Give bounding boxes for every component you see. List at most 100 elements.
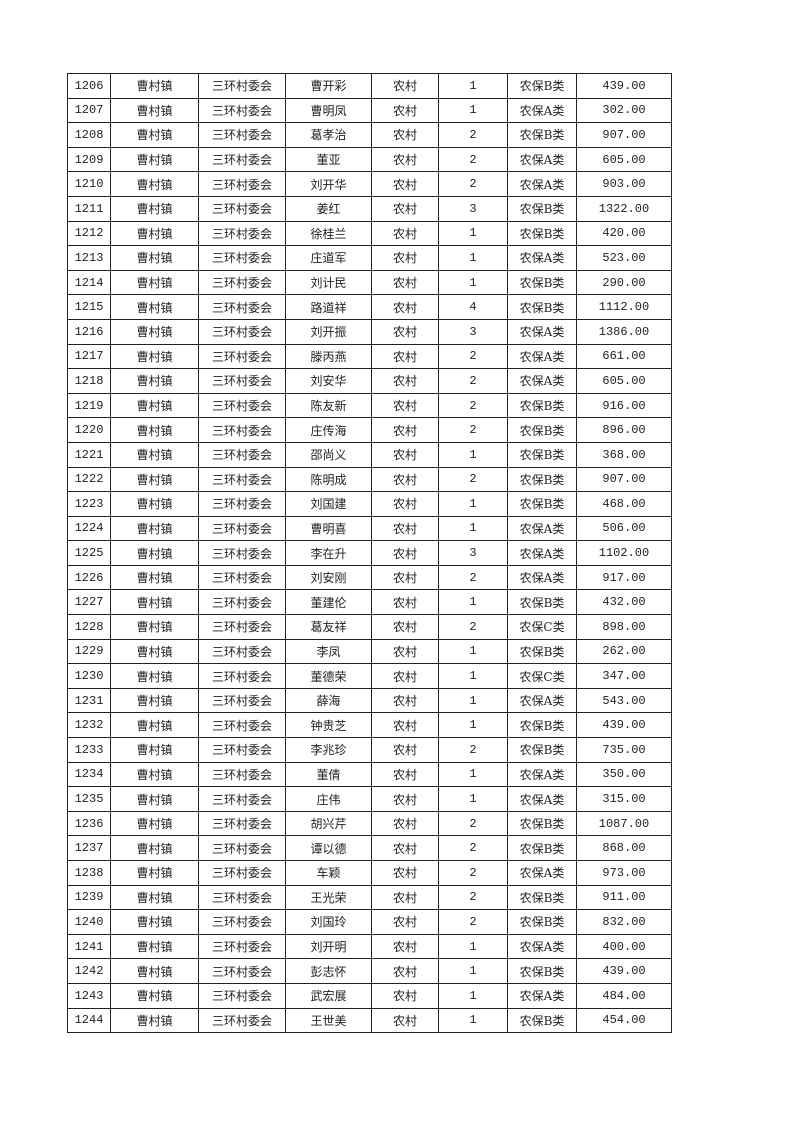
household-type-cell: 农村: [371, 860, 439, 886]
table-row: 1210 曹村镇 三环村委会 刘开华 农村 2 农保A类 903.00: [67, 171, 672, 197]
name-cell: 董德荣: [285, 663, 372, 689]
household-type-cell: 农村: [371, 614, 439, 640]
row-number-cell: 1236: [67, 810, 111, 837]
household-size-cell: 1: [438, 958, 508, 984]
name-cell: 车颖: [285, 860, 372, 886]
row-number-cell: 1237: [67, 835, 111, 861]
row-number-cell: 1238: [67, 860, 111, 886]
table-row: 1219 曹村镇 三环村委会 陈友新 农村 2 农保B类 916.00: [67, 392, 672, 419]
town-cell: 曹村镇: [110, 835, 199, 861]
insurance-category-cell: 农保B类: [507, 589, 577, 616]
household-size-cell: 2: [438, 171, 508, 197]
town-cell: 曹村镇: [110, 540, 199, 566]
amount-cell: 302.00: [576, 97, 672, 124]
household-size-cell: 1: [438, 933, 508, 960]
table-row: 1218 曹村镇 三环村委会 刘安华 农村 2 农保A类 605.00: [67, 368, 672, 394]
row-number-cell: 1206: [67, 73, 111, 99]
town-cell: 曹村镇: [110, 417, 199, 443]
household-size-cell: 2: [438, 466, 508, 493]
household-type-cell: 农村: [371, 810, 439, 837]
household-size-cell: 2: [438, 884, 508, 911]
amount-cell: 973.00: [576, 860, 672, 886]
household-size-cell: 2: [438, 122, 508, 148]
household-type-cell: 农村: [371, 392, 439, 419]
row-number-cell: 1240: [67, 909, 111, 935]
household-type-cell: 农村: [371, 466, 439, 493]
table-row: 1216 曹村镇 三环村委会 刘开振 农村 3 农保A类 1386.00: [67, 318, 672, 345]
town-cell: 曹村镇: [110, 392, 199, 419]
insurance-category-cell: 农保B类: [507, 712, 577, 739]
table-row: 1217 曹村镇 三环村委会 滕丙燕 农村 2 农保A类 661.00: [67, 343, 672, 370]
name-cell: 王光荣: [285, 884, 372, 911]
insurance-category-cell: 农保B类: [507, 909, 577, 935]
table-row: 1238 曹村镇 三环村委会 车颖 农村 2 农保A类 973.00: [67, 860, 672, 886]
insurance-category-cell: 农保B类: [507, 122, 577, 148]
table-row: 1230 曹村镇 三环村委会 董德荣 农村 1 农保C类 347.00: [67, 663, 672, 689]
town-cell: 曹村镇: [110, 564, 199, 591]
insurance-category-cell: 农保A类: [507, 368, 577, 394]
row-number-cell: 1216: [67, 318, 111, 345]
village-committee-cell: 三环村委会: [198, 171, 286, 197]
insurance-category-cell: 农保A类: [507, 343, 577, 370]
town-cell: 曹村镇: [110, 638, 199, 665]
amount-cell: 290.00: [576, 269, 672, 296]
insurance-category-cell: 农保C类: [507, 663, 577, 689]
name-cell: 刘国建: [285, 491, 372, 517]
table-row: 1233 曹村镇 三环村委会 李兆珍 农村 2 农保B类 735.00: [67, 737, 672, 763]
amount-cell: 484.00: [576, 982, 672, 1009]
name-cell: 葛友祥: [285, 614, 372, 640]
insurance-category-cell: 农保B类: [507, 417, 577, 443]
village-committee-cell: 三环村委会: [198, 884, 286, 911]
insurance-category-cell: 农保B类: [507, 491, 577, 517]
household-size-cell: 1: [438, 663, 508, 689]
row-number-cell: 1219: [67, 392, 111, 419]
town-cell: 曹村镇: [110, 441, 199, 468]
town-cell: 曹村镇: [110, 909, 199, 935]
row-number-cell: 1214: [67, 269, 111, 296]
insurance-category-cell: 农保A类: [507, 761, 577, 788]
insurance-category-cell: 农保A类: [507, 687, 577, 714]
insurance-category-cell: 农保A类: [507, 933, 577, 960]
row-number-cell: 1222: [67, 466, 111, 493]
village-committee-cell: 三环村委会: [198, 515, 286, 542]
household-type-cell: 农村: [371, 122, 439, 148]
amount-cell: 439.00: [576, 73, 672, 99]
household-size-cell: 1: [438, 441, 508, 468]
village-committee-cell: 三环村委会: [198, 835, 286, 861]
row-number-cell: 1229: [67, 638, 111, 665]
town-cell: 曹村镇: [110, 860, 199, 886]
town-cell: 曹村镇: [110, 195, 199, 222]
table-row: 1235 曹村镇 三环村委会 庄伟 农村 1 农保A类 315.00: [67, 786, 672, 812]
amount-cell: 1087.00: [576, 810, 672, 837]
insurance-category-cell: 农保B类: [507, 835, 577, 861]
table-row: 1222 曹村镇 三环村委会 陈明成 农村 2 农保B类 907.00: [67, 466, 672, 493]
table-row: 1226 曹村镇 三环村委会 刘安刚 农村 2 农保A类 917.00: [67, 564, 672, 591]
beneficiary-table: 1206 曹村镇 三环村委会 曹开彩 农村 1 农保B类 439.00 1207 曹村镇 三环村委会…: [67, 73, 672, 1034]
table-row: 1208 曹村镇 三环村委会 葛孝治 农村 2 农保B类 907.00: [67, 122, 672, 148]
household-size-cell: 1: [438, 712, 508, 739]
amount-cell: 350.00: [576, 761, 672, 788]
amount-cell: 898.00: [576, 614, 672, 640]
village-committee-cell: 三环村委会: [198, 540, 286, 566]
amount-cell: 903.00: [576, 171, 672, 197]
town-cell: 曹村镇: [110, 712, 199, 739]
table-row: 1227 曹村镇 三环村委会 董建伦 农村 1 农保B类 432.00: [67, 589, 672, 616]
row-number-cell: 1226: [67, 564, 111, 591]
household-size-cell: 2: [438, 368, 508, 394]
row-number-cell: 1215: [67, 294, 111, 320]
name-cell: 董亚: [285, 146, 372, 173]
row-number-cell: 1224: [67, 515, 111, 542]
amount-cell: 911.00: [576, 884, 672, 911]
insurance-category-cell: 农保A类: [507, 786, 577, 812]
name-cell: 钟贵芝: [285, 712, 372, 739]
insurance-category-cell: 农保A类: [507, 982, 577, 1009]
village-committee-cell: 三环村委会: [198, 97, 286, 124]
household-size-cell: 1: [438, 1007, 508, 1034]
insurance-category-cell: 农保B类: [507, 220, 577, 247]
village-committee-cell: 三环村委会: [198, 614, 286, 640]
amount-cell: 868.00: [576, 835, 672, 861]
town-cell: 曹村镇: [110, 884, 199, 911]
household-type-cell: 农村: [371, 540, 439, 566]
village-committee-cell: 三环村委会: [198, 909, 286, 935]
amount-cell: 506.00: [576, 515, 672, 542]
